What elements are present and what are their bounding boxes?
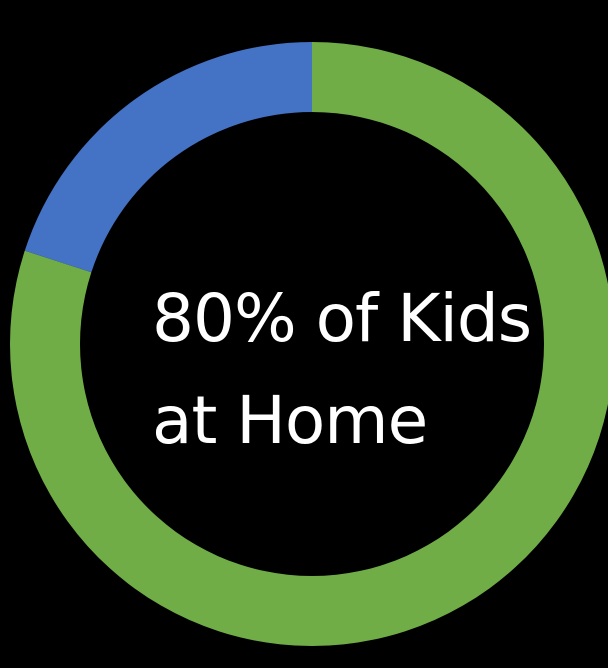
center-label: 80% of Kids at Home xyxy=(152,268,552,472)
center-label-line-1: 80% of Kids xyxy=(152,280,532,357)
donut-slices xyxy=(10,42,608,646)
center-label-line-2: at Home xyxy=(152,382,428,459)
donut-slice-2 xyxy=(24,42,312,273)
